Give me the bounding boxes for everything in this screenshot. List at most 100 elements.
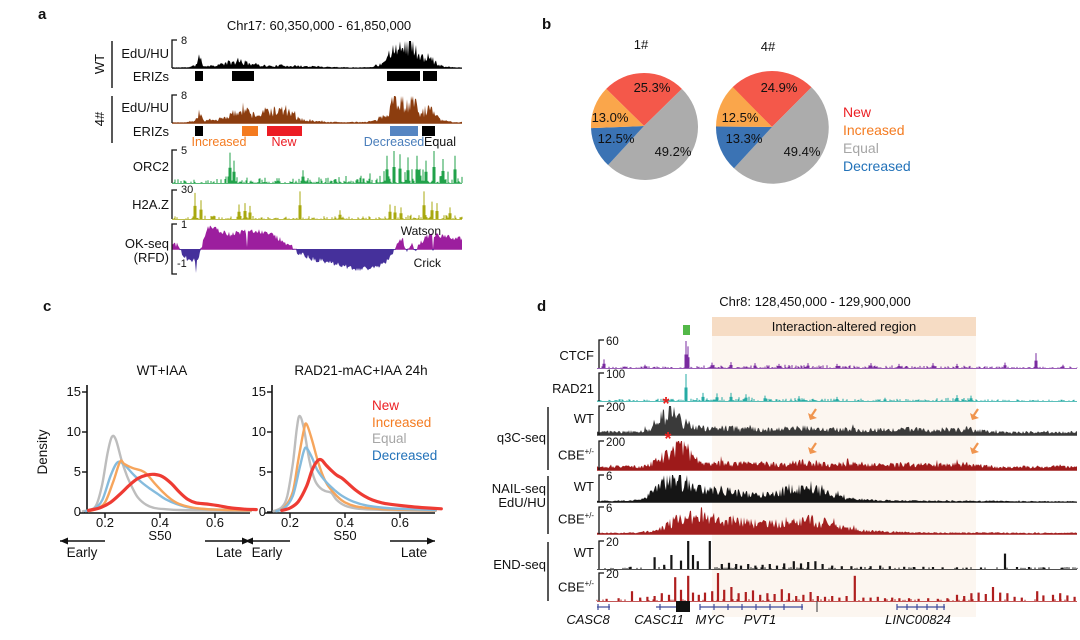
erizs-wt-box [195, 71, 203, 81]
end-cbe-signal-bar [999, 592, 1002, 601]
end-wt-signal-bar [903, 566, 906, 569]
end-cbe-signal-bar [691, 592, 695, 601]
plot1-late-label: Late [215, 545, 243, 560]
pie-1-slice-equal [608, 88, 699, 180]
end-cbe-signal-bar [936, 598, 939, 601]
end-cbe-signal-bar [759, 594, 762, 601]
scale-bracket [171, 223, 177, 275]
q3c-cbe-label: CBE+/- [557, 447, 594, 463]
end-cbe-signal-bar [737, 593, 740, 601]
density-curve-new [280, 457, 443, 512]
end-cbe-signal-bar [845, 596, 848, 601]
scale-nail-cbe: 6 [606, 503, 613, 515]
gene-linc00824: LINC00824 [885, 612, 951, 627]
panel-b-label: b [542, 16, 552, 33]
end-cbe-signal-bar [946, 598, 949, 601]
end-wt-signal-bar [792, 561, 795, 569]
end-cbe-signal-bar [831, 596, 834, 601]
plot2-xlabel: S50 [333, 528, 357, 543]
end-cbe-signal-bar [773, 594, 776, 601]
h2az-signal [173, 191, 463, 219]
okseq-label-line1: OK-seq [124, 236, 169, 251]
end-wt-signal-noise [604, 567, 1078, 569]
end-cbe-signal-bar [787, 593, 791, 601]
plot2-xtick-06: 0.6 [390, 515, 410, 530]
pie1-title: 1# [633, 37, 649, 52]
panel-d-label: d [537, 298, 547, 315]
end-cbe-signal-bar [809, 592, 812, 601]
cat-increased: Increased [191, 135, 247, 149]
gene-casc8: CASC8 [566, 612, 610, 627]
end-cbe-signal-bar [653, 596, 656, 601]
scale-rad21: 100 [606, 369, 626, 381]
ctcf-signal [601, 341, 1078, 368]
gene-pvt1: PVT1 [743, 612, 777, 627]
end-cbe-signal-bar [883, 598, 887, 601]
end-cbe-signal-bar [802, 594, 805, 601]
end-wt-signal-bar [696, 561, 699, 569]
scale-bracket [598, 339, 604, 368]
axis-arrow-head [245, 537, 253, 545]
legend-c-new: New [372, 398, 400, 413]
pie-4-slice-equal [734, 87, 829, 184]
plot2-ytick-5: 5 [258, 464, 266, 479]
end-cbe-signal-bar [660, 593, 663, 601]
end-cbe-signal-bar [838, 597, 841, 601]
legend-b-increased: Increased [843, 122, 905, 138]
end-cbe-label-sup: +/- [584, 579, 594, 588]
scale-bracket [598, 572, 604, 601]
end-group-label: END-seq [493, 557, 546, 572]
pie1-pct-new: 25.3% [633, 80, 671, 95]
pie-4-slice-increased [716, 87, 772, 127]
plot2-early-label: Early [251, 545, 283, 560]
end-cbe-signal-bar [630, 591, 634, 601]
end-wt-signal-bar [768, 564, 771, 569]
panel-a-title: Chr17: 60,350,000 - 61,850,000 [226, 18, 412, 33]
nail-group-label-line2: EdU/HU [498, 495, 546, 510]
q3c-wt-signal [597, 406, 1077, 435]
end-cbe-signal-bar [891, 597, 894, 601]
scale-bracket [598, 540, 604, 569]
pie1-pct-equal: 49.2% [654, 144, 692, 159]
end-cbe-signal-bar [667, 594, 671, 601]
scale-bracket [598, 405, 604, 435]
wt-eduhu-signal [172, 41, 462, 68]
end-cbe-signal-bar [970, 593, 973, 601]
end-wt-signal-bar [727, 562, 731, 569]
gene-casc11: CASC11 [634, 612, 684, 627]
okseq-label-line2: (RFD) [133, 250, 169, 265]
end-cbe-signal-bar [977, 592, 980, 601]
density-curve-increased [275, 422, 437, 513]
pie-1-slice-increased [590, 88, 644, 129]
scale-ctcf: 60 [606, 336, 619, 348]
end-wt-signal-bar [720, 564, 723, 569]
end-cbe-signal-bar [711, 591, 714, 601]
green-marker [683, 325, 690, 335]
nail-cbe-label: CBE+/- [557, 511, 594, 527]
end-wt-signal-bar [670, 555, 673, 569]
end-wt-signal-bar [979, 567, 983, 569]
plot1-xlabel: S50 [148, 528, 172, 543]
asterisk-q3c-wt: * [662, 394, 670, 414]
erizs-wt-box [232, 71, 254, 81]
legend-b-new: New [843, 104, 872, 120]
plot2-late-label: Late [400, 545, 428, 560]
scale-end-cbe: 20 [606, 569, 619, 581]
end-cbe-label: CBE+/- [557, 579, 594, 595]
end-wt-signal-bar [687, 541, 690, 569]
end-wt-signal-bar [821, 564, 824, 569]
crick-label: Crick [413, 256, 441, 270]
end-cbe-signal-bar [991, 587, 995, 601]
end-cbe-signal-bar [1042, 595, 1045, 601]
end-wt-signal-bar [739, 565, 743, 569]
pie2-pct-decreased: 13.3% [725, 131, 763, 146]
orange-arrow-head [970, 447, 979, 454]
end-cbe-signal-bar [917, 598, 920, 601]
end-wt-signal-bar [1042, 567, 1045, 569]
q3c-group-label: q3C-seq [496, 430, 546, 445]
scale-4-eduhu: 8 [181, 90, 188, 102]
nail-cbe-label-sup: +/- [584, 511, 594, 520]
end-wt-signal-bar [840, 566, 843, 569]
pie2-pct-equal: 49.4% [783, 144, 821, 159]
